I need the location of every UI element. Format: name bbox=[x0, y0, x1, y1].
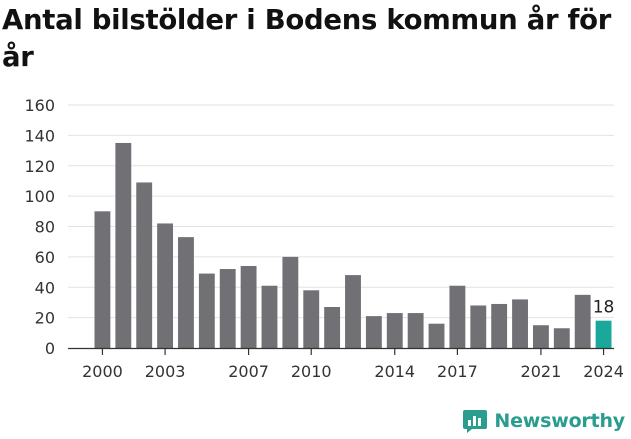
y-tick-label-140: 140 bbox=[24, 126, 55, 145]
bar-2001 bbox=[115, 142, 132, 348]
bar-2005 bbox=[198, 273, 215, 348]
bar-2011 bbox=[324, 306, 341, 348]
x-tick-label-2017: 2017 bbox=[437, 362, 478, 381]
bar-2017 bbox=[449, 285, 466, 348]
bar-2003 bbox=[157, 223, 174, 348]
y-axis-labels: 0 20 40 60 80 100 120 140 160 bbox=[24, 96, 55, 358]
y-tick-label-100: 100 bbox=[24, 187, 55, 206]
bar-2000 bbox=[94, 211, 111, 348]
bar-2012 bbox=[345, 275, 361, 348]
y-tick-label-40: 40 bbox=[35, 278, 55, 297]
newsworthy-logo-icon bbox=[463, 410, 488, 433]
bar-2006 bbox=[219, 269, 236, 348]
x-tick-label-2003: 2003 bbox=[145, 362, 186, 381]
bar-2022 bbox=[553, 328, 570, 348]
x-tick-label-2021: 2021 bbox=[521, 362, 562, 381]
y-tick-label-80: 80 bbox=[35, 218, 55, 237]
brand-name: Newsworthy bbox=[494, 410, 625, 432]
bar-2024 bbox=[595, 320, 612, 348]
bar-2009 bbox=[282, 256, 299, 348]
bar-2023 bbox=[574, 294, 591, 348]
x-tick-label-2024: 2024 bbox=[583, 362, 624, 381]
bars bbox=[94, 142, 612, 348]
x-tick-label-2007: 2007 bbox=[228, 362, 269, 381]
x-axis-labels: 2000 2003 2007 2010 2014 2017 2021 2024 bbox=[82, 362, 624, 381]
y-tick-label-120: 120 bbox=[24, 157, 55, 176]
bar-2004 bbox=[178, 237, 194, 348]
bar-2010 bbox=[303, 290, 320, 348]
gridlines bbox=[68, 104, 614, 319]
y-tick-label-160: 160 bbox=[24, 96, 55, 115]
x-axis bbox=[68, 347, 614, 355]
bar-2021 bbox=[532, 325, 549, 348]
y-tick-label-60: 60 bbox=[35, 248, 55, 267]
x-tick-label-2014: 2014 bbox=[374, 362, 415, 381]
bar-2015 bbox=[407, 313, 424, 348]
bar-2008 bbox=[261, 285, 278, 348]
bar-2020 bbox=[512, 299, 528, 348]
bar-2014 bbox=[386, 313, 403, 348]
bar-2013 bbox=[365, 316, 382, 348]
chart-title: Antal bilstölder i Bodens kommun år för … bbox=[2, 4, 612, 73]
bar-2007 bbox=[240, 265, 257, 348]
x-tick-label-2010: 2010 bbox=[291, 362, 332, 381]
y-tick-label-20: 20 bbox=[35, 309, 55, 328]
data-labels: 18 bbox=[593, 298, 615, 318]
bar-2018 bbox=[470, 305, 487, 348]
bar-2016 bbox=[428, 323, 445, 348]
data-label-2024: 18 bbox=[593, 298, 615, 318]
bar-2019 bbox=[491, 303, 508, 348]
brand: Newsworthy bbox=[462, 408, 625, 434]
y-tick-label-0: 0 bbox=[45, 339, 55, 358]
bar-2002 bbox=[136, 182, 153, 348]
x-tick-label-2000: 2000 bbox=[82, 362, 123, 381]
